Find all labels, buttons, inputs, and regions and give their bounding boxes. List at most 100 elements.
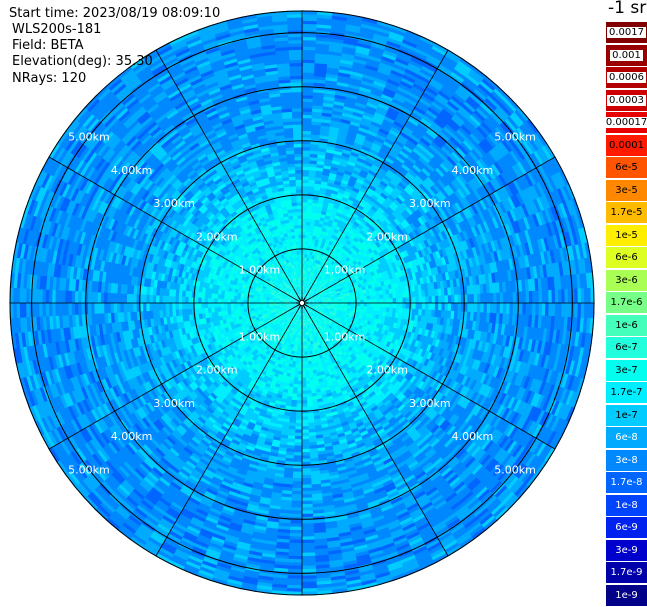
beta-cell [304, 286, 306, 291]
beta-cell [342, 207, 350, 214]
beta-cell [306, 287, 309, 292]
beta-cell [341, 112, 354, 119]
beta-cell [331, 15, 349, 22]
beta-cell [332, 156, 342, 163]
beta-cell [374, 29, 391, 38]
beta-cell [307, 283, 310, 288]
beta-cell [373, 32, 390, 42]
beta-cell [336, 194, 344, 201]
beta-cell [340, 55, 355, 62]
beta-cell [307, 250, 311, 255]
beta-cell [302, 20, 318, 25]
beta-cell [302, 166, 310, 171]
beta-cell [354, 51, 370, 59]
beta-cell [302, 62, 316, 67]
beta-cell [372, 114, 385, 123]
beta-cell [302, 185, 309, 190]
beta-cell [302, 101, 314, 106]
beta-cell [302, 55, 316, 61]
beta-cell [362, 163, 372, 171]
beta-cell [337, 191, 345, 198]
beta-cell [392, 63, 408, 73]
beta-cell [341, 210, 349, 217]
beta-cell [306, 218, 312, 223]
beta-cell [396, 54, 412, 64]
beta-cell [306, 287, 309, 291]
beta-cell [397, 51, 413, 61]
beta-cell [302, 218, 307, 222]
beta-cell [359, 86, 373, 94]
beta-cell [302, 179, 309, 184]
beta-cell [310, 274, 313, 279]
beta-cell [388, 75, 403, 85]
beta-cell [302, 68, 316, 73]
beta-cell [344, 142, 354, 149]
beta-cell [352, 169, 361, 176]
beta-cell [308, 182, 316, 187]
beta-cell [302, 263, 305, 268]
beta-cell [309, 225, 315, 230]
beta-cell [354, 105, 367, 112]
beta-cell [331, 21, 348, 28]
beta-cell [307, 280, 310, 285]
beta-cell [302, 49, 317, 54]
beta-cell [302, 257, 305, 261]
beta-cell [348, 80, 362, 87]
beta-cell [363, 70, 378, 78]
beta-cell [363, 111, 376, 119]
beta-cell [308, 270, 311, 275]
beta-cell [382, 52, 398, 62]
beta-cell [302, 175, 310, 180]
beta-cell [385, 81, 400, 90]
beta-cell [367, 129, 379, 138]
beta-cell [375, 74, 390, 83]
beta-cell [367, 98, 380, 107]
beta-cell [304, 283, 307, 288]
beta-cell [311, 275, 315, 280]
beta-cell [390, 69, 405, 79]
beta-cell [376, 20, 394, 29]
beta-cell [304, 289, 307, 294]
beta-cell [340, 155, 350, 162]
beta-cell [362, 16, 379, 25]
beta-cell [352, 186, 361, 194]
beta-cell [357, 129, 368, 137]
beta-cell [355, 160, 365, 167]
beta-cell [339, 124, 350, 131]
beta-cell [345, 23, 362, 31]
beta-cell [302, 59, 316, 64]
beta-cell [333, 183, 341, 189]
beta-cell [349, 192, 358, 200]
beta-cell [347, 86, 361, 94]
beta-cell [309, 228, 315, 233]
beta-cell [333, 103, 345, 110]
beta-cell [302, 169, 310, 174]
beta-cell [309, 231, 314, 236]
beta-cell [356, 45, 372, 53]
beta-cell [340, 58, 355, 66]
beta-cell [308, 172, 317, 178]
beta-cell [302, 237, 306, 242]
beta-cell [311, 205, 318, 211]
beta-cell [309, 166, 317, 171]
beta-cell [303, 293, 306, 297]
beta-cell [389, 30, 406, 40]
beta-cell [305, 290, 308, 295]
beta-cell [338, 71, 352, 78]
beta-cell [379, 96, 393, 105]
beta-cell [302, 172, 310, 177]
beta-cell [383, 87, 397, 96]
beta-cell [307, 277, 311, 282]
beta-cell [302, 42, 317, 48]
beta-cell [346, 133, 357, 140]
beta-cell [302, 107, 313, 112]
beta-cell [330, 28, 347, 34]
beta-cell [302, 33, 318, 38]
beta-cell [377, 102, 391, 111]
beta-cell [348, 195, 356, 202]
beta-cell [351, 114, 364, 122]
beta-cell [345, 136, 356, 143]
beta-cell [304, 276, 307, 281]
beta-cell [341, 52, 356, 59]
beta-cell [346, 184, 355, 191]
